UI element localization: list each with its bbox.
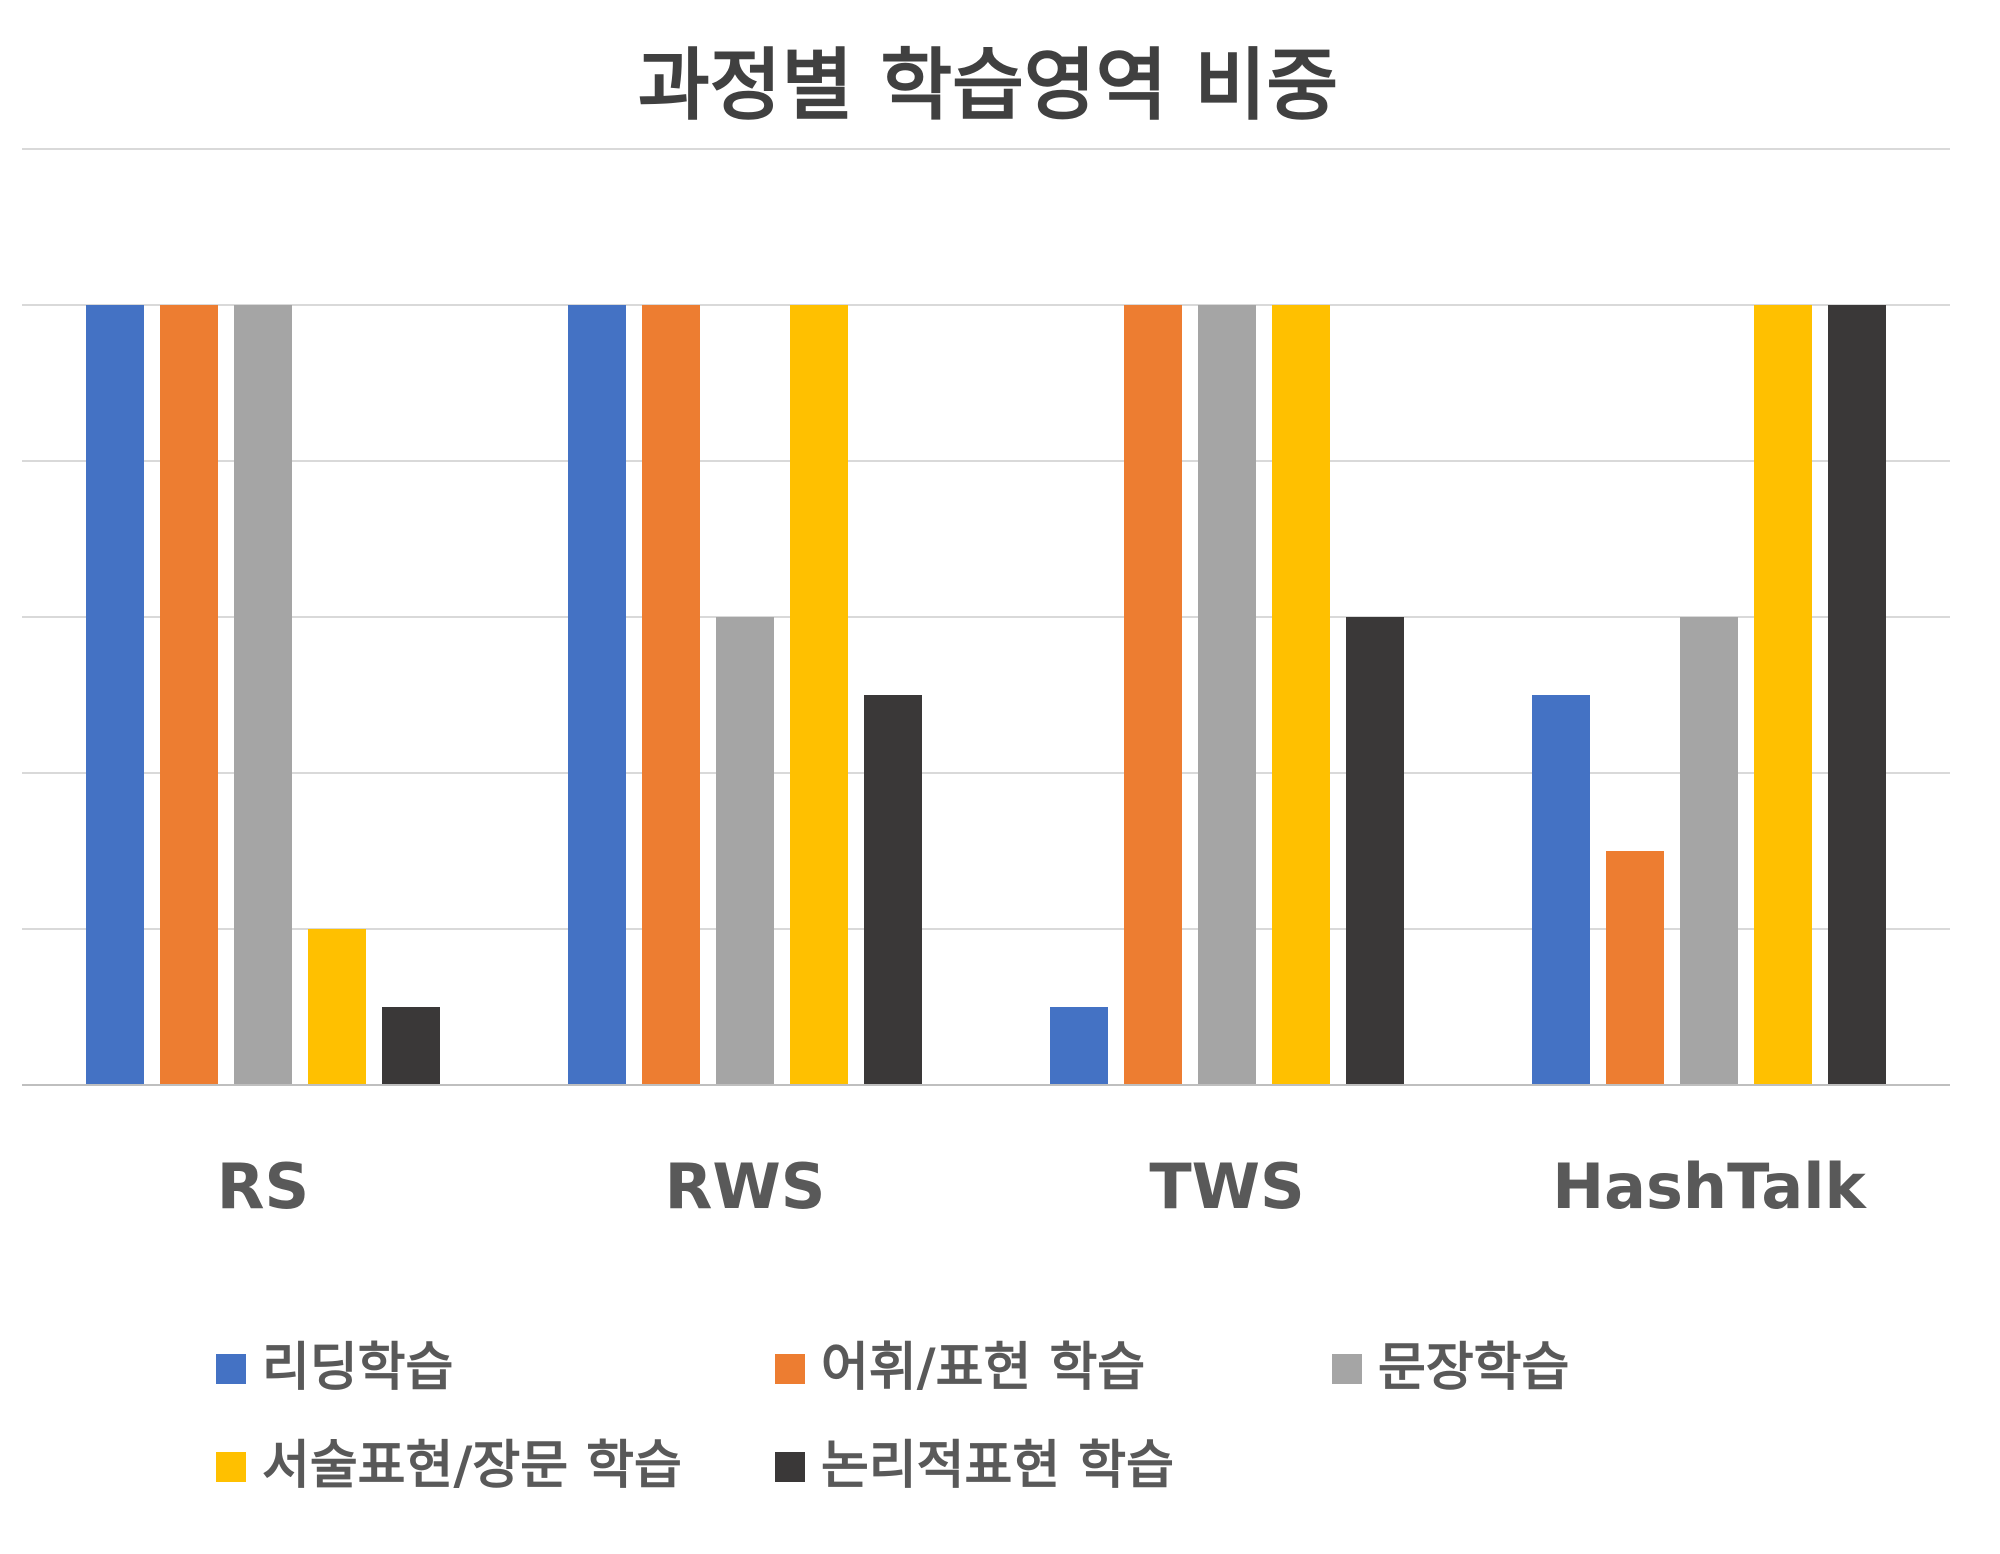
legend-label: 서술표현/장문 학습 [262,1436,682,1496]
category-label-rws: RWS [665,1150,826,1223]
bar-hashtalk-series-4 [1754,305,1812,1085]
bar-tws-series-4 [1272,305,1330,1085]
gridlines [22,304,1950,930]
category-label-rs: RS [217,1150,309,1223]
bar-rs-series-2 [160,305,218,1085]
legend-item-5: 논리적표현 학습 [775,1436,1174,1496]
bar-rs-series-5 [382,1007,440,1085]
legend-item-3: 문장학습 [1332,1338,1569,1398]
legend-swatch [216,1452,246,1482]
bar-tws-series-1 [1050,1007,1108,1085]
bar-hashtalk-series-3 [1680,617,1738,1085]
legend-item-2: 어휘/표현 학습 [775,1338,1145,1398]
legend-swatch [216,1354,246,1384]
bar-tws-series-3 [1198,305,1256,1085]
bar-tws-series-2 [1124,305,1182,1085]
category-label-hashtalk: HashTalk [1552,1150,1867,1223]
chart-title: 과정별 학습영역 비중 [638,41,1338,131]
legend-label: 논리적표현 학습 [821,1436,1174,1496]
bar-rws-series-2 [642,305,700,1085]
bar-rws-series-3 [716,617,774,1085]
legend-label: 어휘/표현 학습 [821,1338,1145,1398]
bar-rs-series-4 [308,929,366,1085]
bar-hashtalk-series-5 [1828,305,1886,1085]
legend-label: 리딩학습 [262,1338,453,1398]
bar-rws-series-4 [790,305,848,1085]
bars [86,305,1886,1085]
bar-rws-series-5 [864,695,922,1085]
bar-rs-series-3 [234,305,292,1085]
legend-swatch [775,1452,805,1482]
legend-swatch [775,1354,805,1384]
bar-rs-series-1 [86,305,144,1085]
category-labels: RS RWS TWS HashTalk [217,1150,1868,1223]
legend-item-4: 서술표현/장문 학습 [216,1436,682,1496]
legend-label: 문장학습 [1378,1338,1569,1398]
category-label-tws: TWS [1149,1150,1304,1223]
bar-hashtalk-series-1 [1532,695,1590,1085]
bar-hashtalk-series-2 [1606,851,1664,1085]
legend-swatch [1332,1354,1362,1384]
bar-rws-series-1 [568,305,626,1085]
bar-tws-series-5 [1346,617,1404,1085]
legend-item-1: 리딩학습 [216,1338,453,1398]
